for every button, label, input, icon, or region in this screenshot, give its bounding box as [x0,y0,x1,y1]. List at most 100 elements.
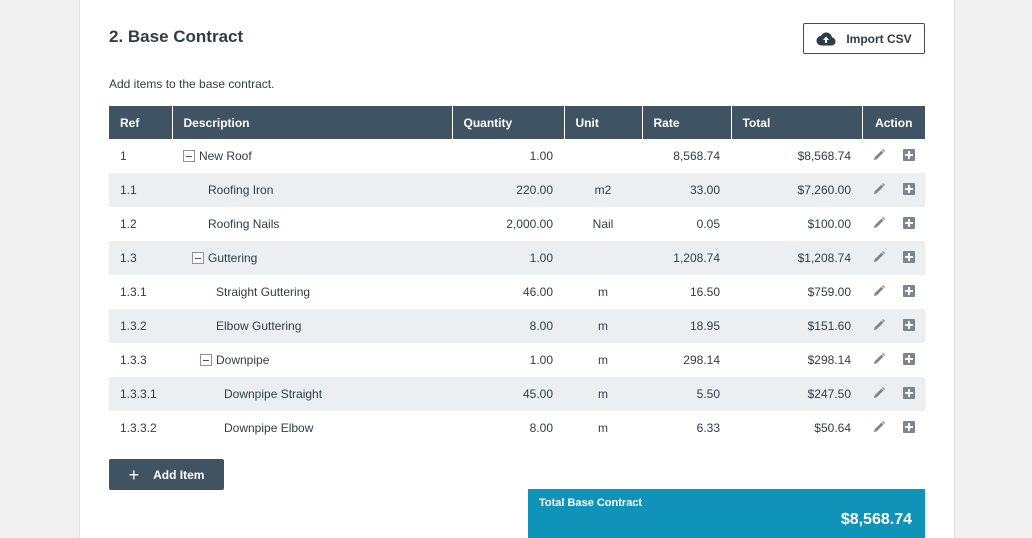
pencil-icon[interactable] [873,284,885,297]
total-value: $8,568.74 [840,511,912,528]
plus-box-icon[interactable] [902,420,915,433]
description-text: Downpipe Elbow [224,421,314,435]
cell-quantity: 1.00 [529,251,553,265]
cell-ref: 1.3.3.1 [120,387,157,401]
cell-unit [564,241,642,275]
description-text: Elbow Guttering [216,319,302,333]
cell-description: Straight Guttering [172,275,452,309]
cell-action [862,309,925,343]
cell-rate: 8,568.74 [673,149,720,163]
cell-description: Downpipe Elbow [172,411,452,445]
cell-rate: 298.14 [683,353,720,367]
description-text: Straight Guttering [216,285,311,299]
cell-action [862,173,925,207]
pencil-icon[interactable] [873,250,885,263]
cell-quantity: 46.00 [522,285,553,299]
cell-unit: Nail [592,217,614,231]
cell-quantity: 8.00 [529,319,553,333]
cell-total: $1,208.74 [797,251,851,265]
cell-description: Downpipe [172,343,452,377]
cell-quantity: 1.00 [529,149,553,163]
plus-icon: + [128,464,140,485]
header-total: Total [731,106,863,139]
table-row: 1.2 Roofing Nails 2,000.00 Nail 0.05 $10… [109,207,925,241]
cell-action [862,275,925,309]
plus-box-icon[interactable] [902,352,915,365]
pencil-icon[interactable] [873,216,885,229]
plus-box-icon[interactable] [902,182,915,195]
cell-rate: 0.05 [696,217,720,231]
plus-box-icon[interactable] [902,284,915,297]
cell-action [862,343,925,377]
cell-unit [564,139,642,173]
cell-total: $7,260.00 [797,183,851,197]
cell-description: Guttering [172,241,452,275]
pencil-icon[interactable] [873,318,885,331]
description-text: New Roof [199,149,252,163]
cell-quantity: 220.00 [516,183,553,197]
table-row: 1 New Roof 1.00 8,568.74 $8,568.74 [109,139,925,173]
cell-ref: 1.1 [120,183,137,197]
cell-rate: 33.00 [689,183,720,197]
cell-total: $100.00 [807,217,851,231]
plus-box-icon[interactable] [902,148,915,161]
description-text: Roofing Nails [208,217,280,231]
cell-description: Elbow Guttering [172,309,452,343]
pencil-icon[interactable] [873,386,885,399]
header-action: Action [875,115,913,130]
collapse-toggle-icon[interactable] [183,150,195,162]
import-csv-button[interactable]: Import CSV [803,23,925,54]
plus-box-icon[interactable] [902,318,915,331]
cell-total: $151.60 [807,319,851,333]
cell-total: $759.00 [807,285,851,299]
total-summary: Total Base Contract $8,568.74 [528,489,925,538]
cell-total: $298.14 [807,353,851,367]
cell-rate: 18.95 [689,319,720,333]
section-subtitle: Add items to the base contract. [109,77,275,91]
cell-quantity: 2,000.00 [506,217,553,231]
cell-action [862,377,925,411]
add-item-button[interactable]: + Add Item [109,459,224,490]
table-row: 1.3.1 Straight Guttering 46.00 m 16.50 $… [109,275,925,309]
cell-unit: m [598,319,608,333]
cell-ref: 1.3.3 [120,353,147,367]
description-text: Roofing Iron [208,183,274,197]
header-description: Description [172,106,453,139]
cell-ref: 1.3 [120,251,137,265]
table-row: 1.3 Guttering 1.00 1,208.74 $1,208.74 [109,241,925,275]
plus-box-icon[interactable] [902,386,915,399]
cell-rate: 1,208.74 [673,251,720,265]
cell-action [862,241,925,275]
table-body: 1 New Roof 1.00 8,568.74 $8,568.74 1.1 [109,139,925,445]
cell-ref: 1 [120,149,127,163]
cell-quantity: 8.00 [529,421,553,435]
collapse-toggle-icon[interactable] [192,252,204,264]
plus-box-icon[interactable] [902,216,915,229]
cell-description: New Roof [172,139,452,173]
cloud-upload-icon [816,32,836,45]
pencil-icon[interactable] [873,352,885,365]
cell-unit: m [598,353,608,367]
description-text: Guttering [208,251,258,265]
pencil-icon[interactable] [873,182,885,195]
table-row: 1.3.3 Downpipe 1.00 m 298.14 $298.14 [109,343,925,377]
cell-quantity: 45.00 [522,387,553,401]
cell-quantity: 1.00 [529,353,553,367]
cell-total: $50.64 [814,421,851,435]
header-unit: Unit [564,106,643,139]
cell-unit: m2 [594,183,612,197]
cell-total: $8,568.74 [797,149,851,163]
cell-ref: 1.3.2 [120,319,147,333]
pencil-icon[interactable] [873,148,885,161]
pencil-icon[interactable] [873,420,885,433]
table-row: 1.3.2 Elbow Guttering 8.00 m 18.95 $151.… [109,309,925,343]
plus-box-icon[interactable] [902,250,915,263]
collapse-toggle-icon[interactable] [200,354,212,366]
description-text: Downpipe [216,353,270,367]
base-contract-table: Ref Description Quantity Unit Rate Total… [109,106,925,445]
cell-description: Roofing Nails [172,207,452,241]
table-row: 1.3.3.1 Downpipe Straight 45.00 m 5.50 $… [109,377,925,411]
import-csv-label: Import CSV [846,31,912,46]
header-ref: Ref [109,106,173,139]
cell-rate: 6.33 [696,421,720,435]
